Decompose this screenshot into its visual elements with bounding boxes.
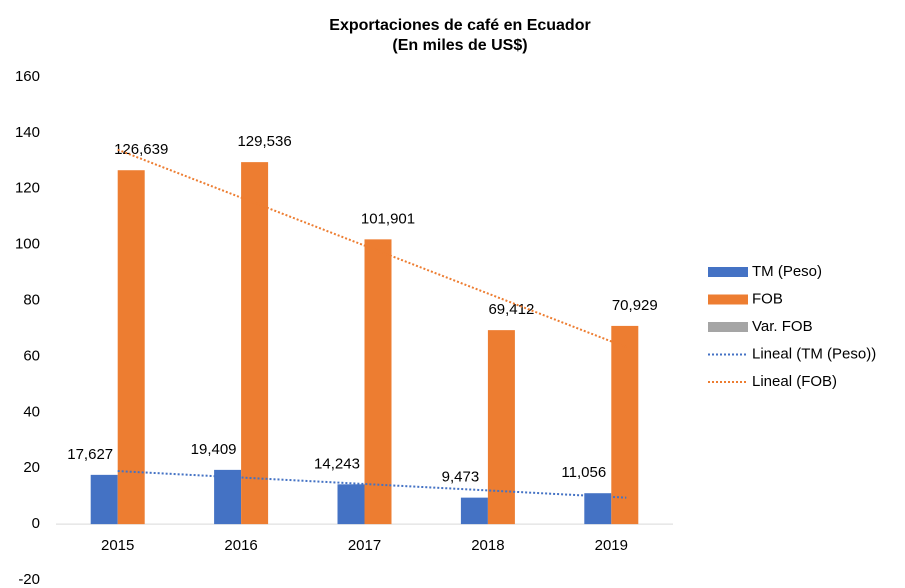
x-tick-label: 2017 <box>348 537 381 554</box>
y-tick-label: 160 <box>15 68 40 85</box>
legend-swatch <box>708 294 748 305</box>
bar <box>584 493 612 525</box>
data-label: 101,901 <box>361 210 415 227</box>
data-label: 126,639 <box>114 141 168 158</box>
y-tick-label: 0 <box>32 515 40 532</box>
data-label: 17,627 <box>67 446 113 463</box>
legend-swatch <box>708 267 748 277</box>
bar <box>117 170 145 525</box>
chart-subtitle: (En miles de US$) <box>392 37 527 54</box>
bar <box>214 469 242 525</box>
y-tick-label: 140 <box>15 124 40 141</box>
legend-label: FOB <box>752 290 783 307</box>
x-tick-label: 2019 <box>595 537 628 554</box>
legend-label: Lineal (TM (Peso)) <box>752 345 876 362</box>
x-tick-label: 2016 <box>224 537 257 554</box>
bar <box>241 162 269 525</box>
legend-label: Lineal (FOB) <box>752 373 837 390</box>
bar <box>90 474 118 525</box>
x-tick-label: 2015 <box>101 537 134 554</box>
legend-swatch <box>708 322 748 332</box>
y-tick-label: 80 <box>23 292 40 309</box>
legend-label: TM (Peso) <box>752 263 822 280</box>
y-tick-label: -20 <box>18 571 40 588</box>
data-label: 9,473 <box>442 469 480 486</box>
data-label: 70,929 <box>612 297 658 314</box>
trendline <box>117 470 627 499</box>
bar <box>487 330 515 525</box>
bar <box>364 239 392 525</box>
trendline <box>117 148 627 349</box>
y-tick-label: 100 <box>15 236 40 253</box>
data-label: 14,243 <box>314 455 360 472</box>
x-tick-label: 2018 <box>471 537 504 554</box>
data-label: 11,056 <box>561 464 606 481</box>
y-tick-label: 120 <box>15 180 40 197</box>
y-tick-label: 40 <box>23 403 40 420</box>
data-label: 129,536 <box>237 133 291 150</box>
legend-label: Var. FOB <box>752 318 813 335</box>
bar <box>337 484 365 525</box>
y-tick-label: 60 <box>23 347 40 364</box>
data-label: 69,412 <box>488 301 534 318</box>
chart-title: Exportaciones de café en Ecuador <box>329 17 590 34</box>
bar <box>460 497 488 525</box>
bar <box>611 325 639 525</box>
data-label: 19,409 <box>191 441 237 458</box>
y-tick-label: 20 <box>23 459 40 476</box>
